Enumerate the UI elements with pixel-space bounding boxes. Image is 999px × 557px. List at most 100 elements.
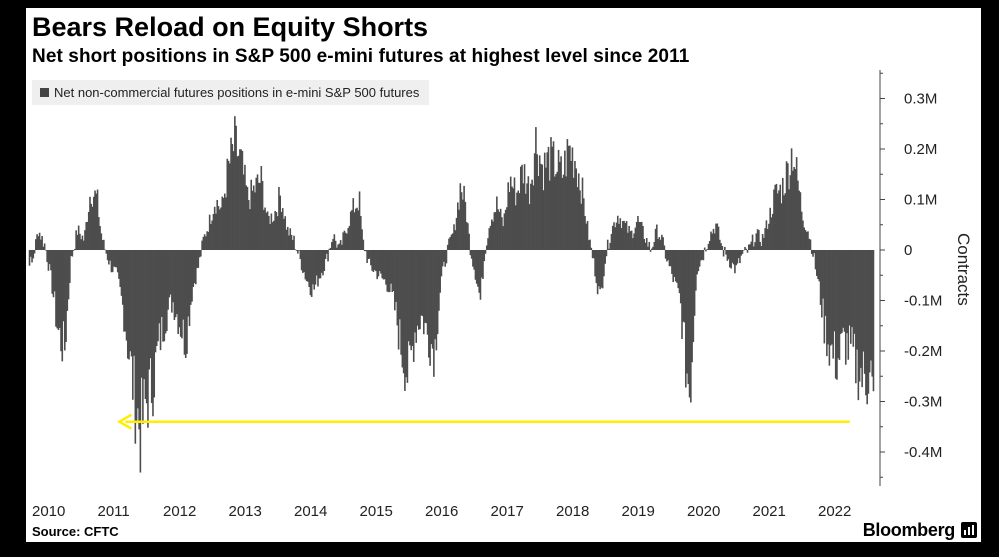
- bar: [553, 176, 556, 250]
- legend-swatch: [40, 88, 49, 97]
- bar: [96, 189, 99, 250]
- bar: [521, 164, 523, 250]
- bar: [328, 248, 331, 250]
- bar: [123, 250, 125, 332]
- bar: [616, 215, 619, 250]
- bar: [650, 248, 653, 250]
- bar: [853, 250, 856, 334]
- bar: [421, 250, 424, 317]
- bar: [377, 250, 380, 277]
- bar: [746, 250, 749, 253]
- bar: [424, 250, 426, 323]
- bar: [482, 250, 484, 279]
- y-axis-title: Contracts: [954, 233, 973, 306]
- bar: [807, 231, 809, 250]
- bar: [395, 250, 397, 302]
- bar: [871, 250, 874, 377]
- bar: [679, 250, 682, 304]
- bar: [522, 183, 525, 250]
- bar: [278, 186, 280, 250]
- bar: [344, 232, 347, 250]
- bar: [710, 231, 712, 250]
- bar: [152, 250, 154, 417]
- bar: [191, 250, 193, 302]
- bar: [64, 250, 66, 351]
- bar: [789, 175, 792, 250]
- bar: [217, 206, 220, 250]
- bar: [620, 227, 623, 250]
- bar: [166, 250, 168, 332]
- bar: [778, 190, 780, 250]
- bar: [817, 250, 819, 280]
- bar: [526, 183, 528, 250]
- bar: [513, 177, 516, 250]
- bar: [290, 234, 293, 250]
- bar: [279, 195, 281, 250]
- bar: [237, 155, 240, 250]
- bar: [861, 250, 863, 388]
- bar: [793, 167, 795, 250]
- bar: [405, 250, 407, 378]
- x-tick-label: 2021: [753, 503, 786, 520]
- bar: [661, 234, 663, 250]
- bar: [320, 250, 323, 273]
- bar: [455, 217, 458, 250]
- bar: [541, 164, 543, 250]
- bar: [383, 250, 386, 280]
- bar: [435, 250, 438, 351]
- bar: [828, 250, 831, 366]
- bar: [354, 208, 357, 250]
- bar: [404, 250, 406, 391]
- bar: [414, 250, 416, 333]
- bar: [61, 250, 64, 362]
- bar: [711, 233, 714, 250]
- bar: [140, 250, 143, 378]
- bar: [708, 240, 711, 250]
- bar: [98, 217, 100, 250]
- bar: [273, 220, 275, 250]
- bar: [111, 250, 114, 273]
- bar: [625, 221, 628, 250]
- bar: [528, 204, 531, 250]
- bar: [729, 250, 731, 268]
- bar: [416, 250, 419, 326]
- bar: [441, 250, 444, 267]
- bar: [246, 186, 249, 250]
- bar: [637, 215, 639, 250]
- bar: [659, 239, 662, 250]
- bar: [652, 246, 654, 250]
- bar: [326, 250, 328, 254]
- bar: [599, 250, 601, 290]
- bar: [231, 144, 234, 250]
- bar: [653, 241, 656, 250]
- bar: [167, 250, 169, 310]
- bar: [307, 250, 309, 282]
- bar: [298, 250, 300, 251]
- bar: [160, 250, 163, 317]
- bar: [735, 250, 737, 266]
- bar: [115, 250, 118, 268]
- bar: [388, 250, 391, 292]
- bar: [518, 193, 521, 250]
- bar: [491, 219, 493, 250]
- bar: [284, 216, 287, 250]
- bar: [465, 222, 468, 250]
- bar: [428, 250, 430, 358]
- bar: [740, 250, 743, 256]
- bar: [532, 185, 535, 250]
- bar: [381, 250, 384, 279]
- bar: [260, 166, 263, 250]
- bar: [519, 166, 522, 250]
- bar: [843, 250, 846, 332]
- x-tick-label: 2010: [32, 503, 65, 520]
- bar: [89, 196, 91, 250]
- bar: [657, 239, 659, 250]
- bar: [90, 203, 93, 250]
- bar: [594, 250, 596, 277]
- bar: [543, 152, 546, 250]
- bar: [647, 246, 649, 250]
- bar: [548, 180, 551, 250]
- bar: [739, 250, 741, 264]
- bar: [43, 243, 46, 250]
- y-tick-label: 0.3M: [904, 91, 937, 108]
